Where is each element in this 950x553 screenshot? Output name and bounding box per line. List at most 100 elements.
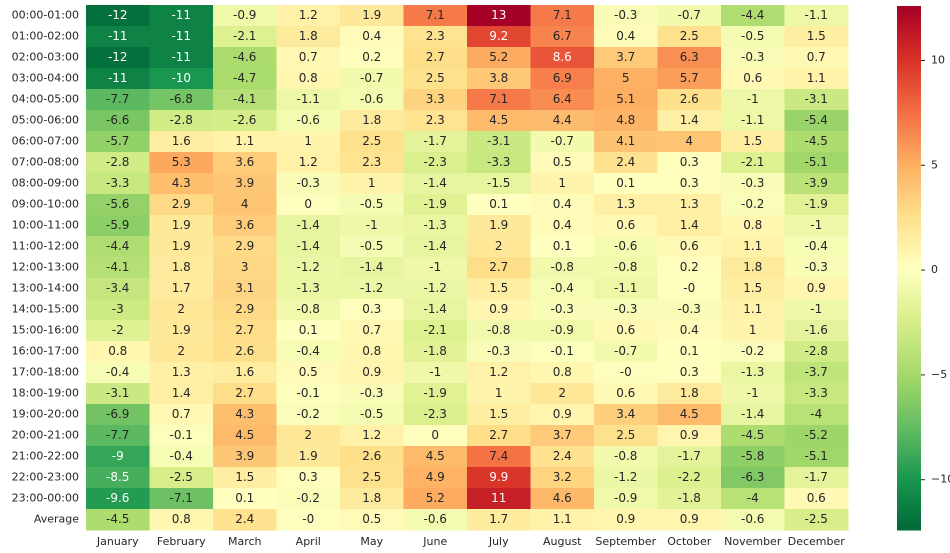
heatmap-cell bbox=[213, 320, 277, 342]
cell-label: -2.1 bbox=[741, 155, 764, 169]
colorbar-segment bbox=[897, 328, 921, 332]
heatmap-cell bbox=[149, 236, 214, 258]
cell-label: 1.2 bbox=[299, 155, 318, 169]
colorbar-segment bbox=[897, 430, 921, 434]
colorbar-segment bbox=[897, 197, 921, 201]
colorbar-segment bbox=[897, 152, 921, 156]
colorbar-segment bbox=[897, 233, 921, 238]
colorbar-segment bbox=[897, 110, 921, 114]
heatmap-cell bbox=[467, 278, 531, 300]
cell-label: -0.3 bbox=[741, 50, 764, 64]
colorbar-segment bbox=[897, 336, 921, 340]
colorbar-segment bbox=[897, 477, 921, 481]
cell-label: 1.8 bbox=[362, 113, 381, 127]
y-tick-label: 10:00-11:00 bbox=[12, 219, 79, 232]
heatmap-cell bbox=[403, 47, 468, 69]
heatmap-cell bbox=[594, 341, 658, 363]
colorbar-segment bbox=[897, 283, 921, 287]
cell-label: -2.2 bbox=[678, 470, 701, 484]
heatmap-cell bbox=[530, 299, 595, 321]
cell-label: 3.8 bbox=[489, 71, 508, 85]
cell-label: -0.3 bbox=[297, 176, 320, 190]
heatmap-cell bbox=[213, 404, 277, 426]
heatmap-cell bbox=[340, 5, 404, 27]
cell-label: 3.7 bbox=[553, 428, 572, 442]
colorbar-segment bbox=[897, 89, 921, 93]
colorbar-segment bbox=[897, 160, 921, 164]
heatmap-cell bbox=[403, 194, 468, 216]
cell-label: 3.6 bbox=[235, 155, 254, 169]
colorbar-segment bbox=[897, 108, 921, 112]
colorbar-segment bbox=[897, 223, 921, 227]
cell-label: -5.8 bbox=[741, 449, 764, 463]
heatmap-cell bbox=[86, 152, 150, 174]
colorbar-segment bbox=[897, 522, 921, 526]
heatmap-cell bbox=[721, 236, 785, 258]
cell-label: 0.7 bbox=[807, 50, 826, 64]
colorbar-segment bbox=[897, 309, 921, 314]
heatmap-cell bbox=[784, 509, 849, 531]
colorbar-segment bbox=[897, 438, 921, 442]
colorbar-segment bbox=[897, 13, 921, 17]
colorbar-segment bbox=[897, 121, 921, 125]
heatmap-cell bbox=[213, 215, 277, 237]
cell-label: 0.4 bbox=[616, 29, 635, 43]
colorbar-segment bbox=[897, 265, 921, 269]
heatmap-cell bbox=[657, 5, 722, 27]
cell-label: 1.3 bbox=[172, 365, 191, 379]
heatmap-cell bbox=[276, 47, 341, 69]
heatmap-cell bbox=[530, 404, 595, 426]
cell-label: -1.2 bbox=[424, 281, 447, 295]
colorbar-segment bbox=[897, 84, 921, 88]
cell-label: 2 bbox=[495, 239, 503, 253]
x-tick-label: August bbox=[543, 535, 582, 548]
cell-label: 2.5 bbox=[616, 428, 635, 442]
heatmap-cell bbox=[403, 362, 468, 384]
heatmap-cell bbox=[276, 89, 341, 111]
cell-label: -2 bbox=[112, 323, 124, 337]
heatmap-cell bbox=[530, 173, 595, 195]
colorbar-segment bbox=[897, 273, 921, 277]
heatmap-cell bbox=[594, 446, 658, 468]
cell-label: 4.4 bbox=[553, 113, 572, 127]
cell-label: -0.7 bbox=[551, 134, 574, 148]
cell-label: -5.2 bbox=[805, 428, 828, 442]
colorbar-segment bbox=[897, 123, 921, 128]
heatmap-cell bbox=[340, 257, 404, 279]
colorbar-tick-label: 10 bbox=[931, 53, 945, 66]
heatmap-cell bbox=[467, 110, 531, 132]
cell-label: 3.4 bbox=[616, 407, 635, 421]
colorbar-segment bbox=[897, 388, 921, 392]
heatmap-cell bbox=[276, 68, 341, 90]
cell-label: -6.3 bbox=[741, 470, 764, 484]
heatmap-cell bbox=[721, 278, 785, 300]
heatmap-cell bbox=[530, 488, 595, 510]
heatmap-cell bbox=[86, 89, 150, 111]
cell-label: 2 bbox=[177, 302, 185, 316]
heatmap-cell bbox=[784, 320, 849, 342]
heatmap-cell bbox=[530, 509, 595, 531]
heatmap-cell bbox=[340, 110, 404, 132]
colorbar-segment bbox=[897, 378, 921, 382]
colorbar-segment bbox=[897, 176, 921, 180]
colorbar-segment bbox=[897, 498, 921, 502]
cell-label: -3.3 bbox=[487, 155, 510, 169]
colorbar-segment bbox=[897, 399, 921, 403]
heatmap-cell bbox=[403, 467, 468, 489]
heatmap-cell bbox=[149, 68, 214, 90]
cell-label: 2.3 bbox=[426, 29, 445, 43]
heatmap-cell bbox=[213, 509, 277, 531]
cell-label: 0.4 bbox=[362, 29, 381, 43]
colorbar-segment bbox=[897, 503, 921, 507]
heatmap-cell bbox=[530, 362, 595, 384]
y-tick-label: 18:00-19:00 bbox=[12, 387, 79, 400]
heatmap-cell bbox=[86, 215, 150, 237]
heatmap-cell bbox=[213, 236, 277, 258]
cell-label: 0.9 bbox=[362, 365, 381, 379]
heatmap-cell bbox=[213, 341, 277, 363]
colorbar-segment bbox=[897, 87, 921, 91]
cell-label: 1.3 bbox=[616, 197, 635, 211]
heatmap-cell bbox=[467, 383, 531, 405]
cell-label: -1 bbox=[429, 365, 441, 379]
heatmap-cell bbox=[594, 152, 658, 174]
